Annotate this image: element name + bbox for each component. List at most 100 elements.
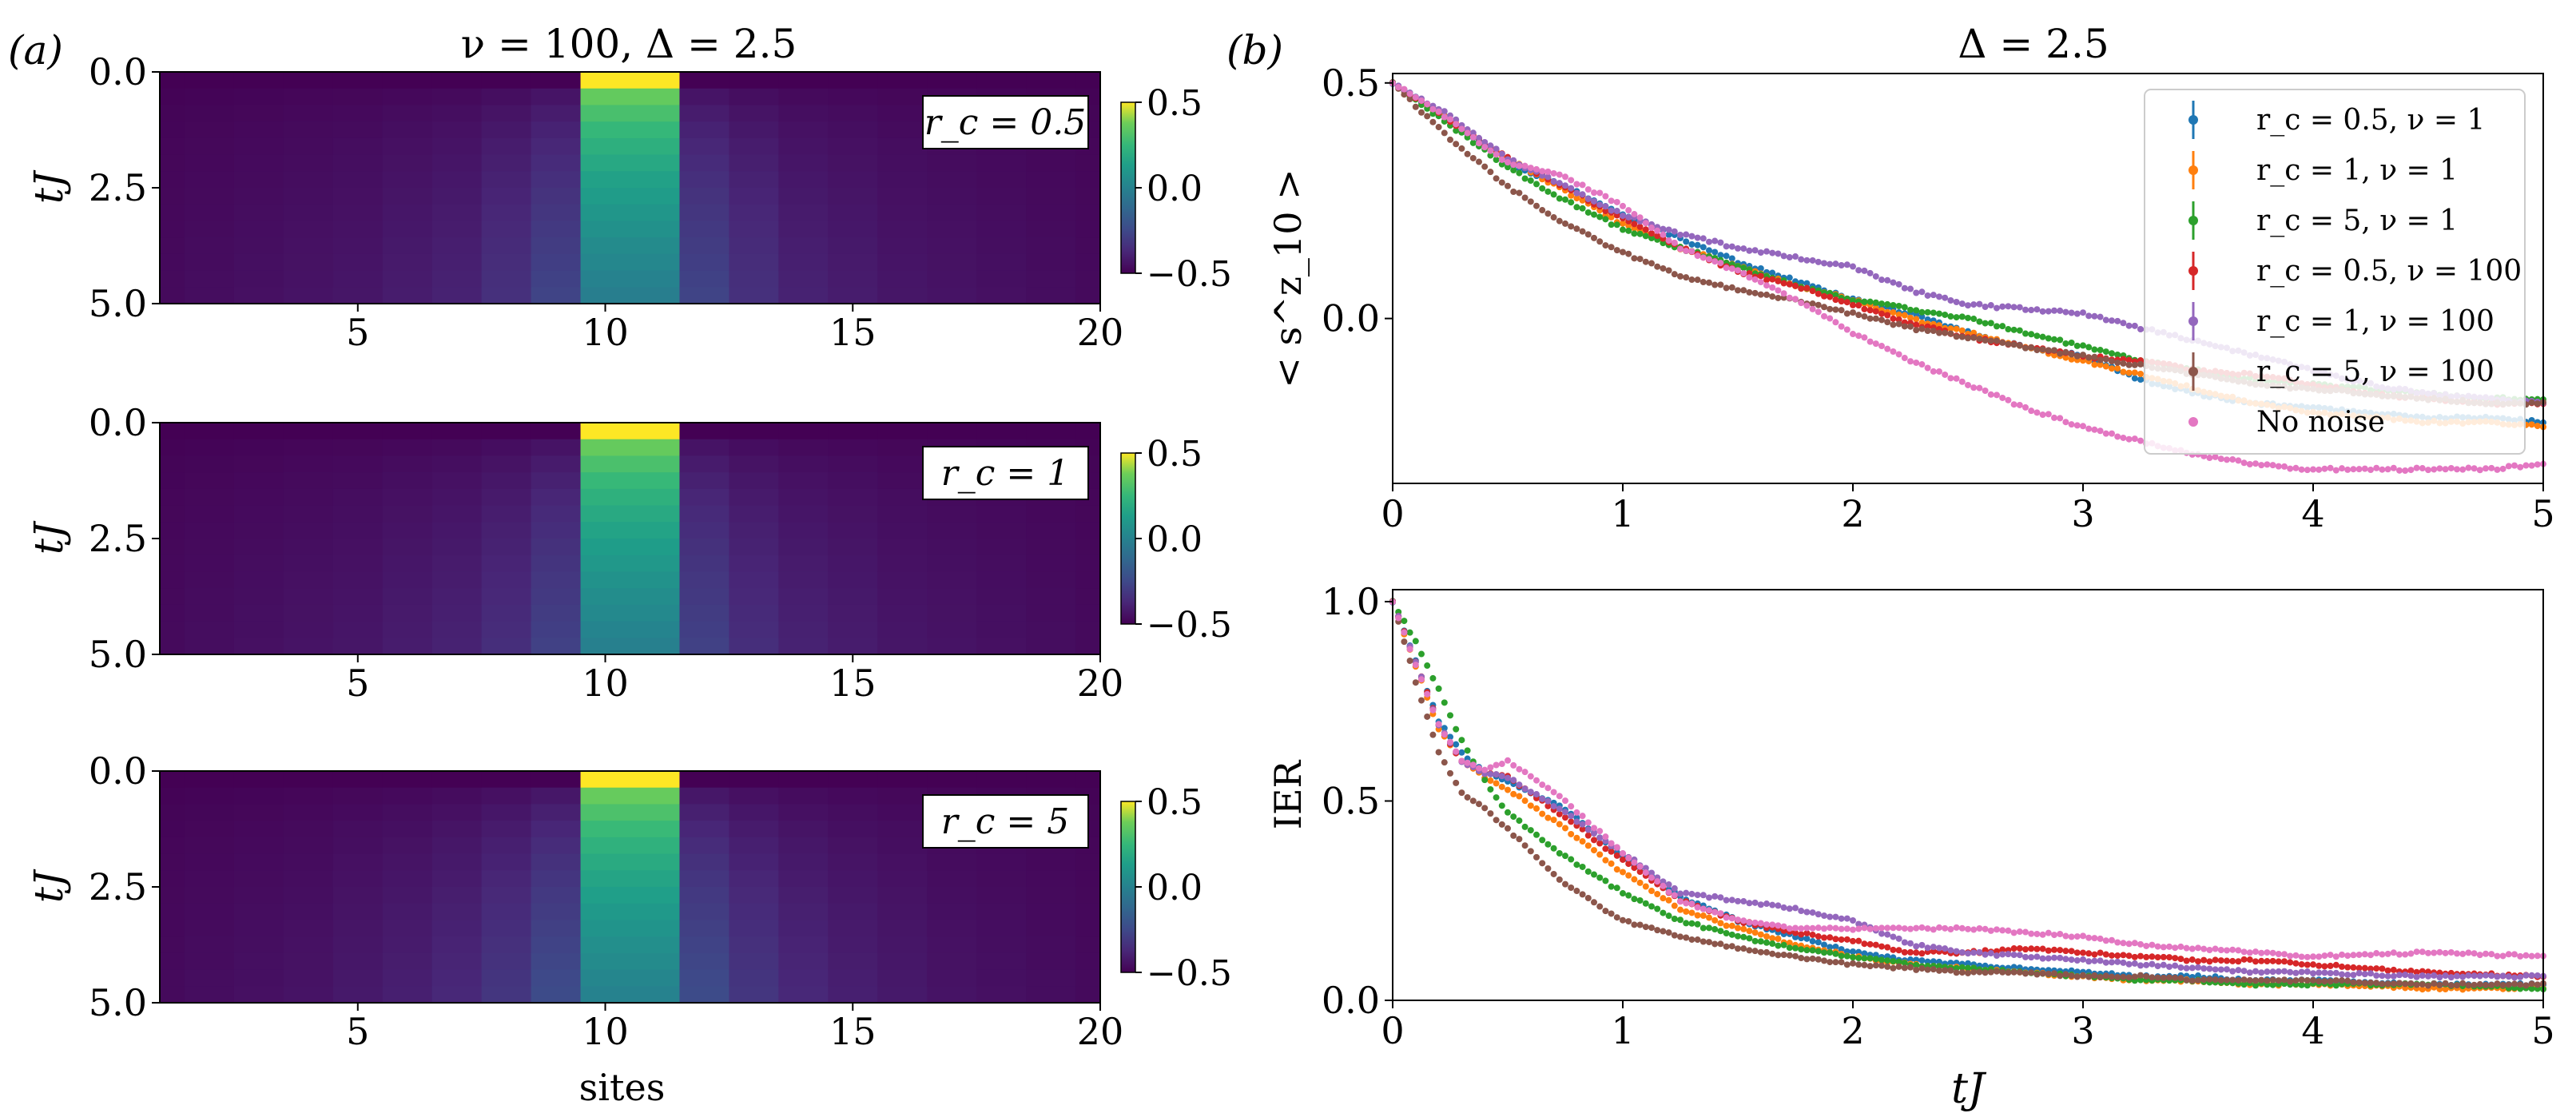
data-point — [1660, 264, 1667, 272]
data-point — [1579, 821, 1586, 828]
data-point — [1636, 921, 1644, 928]
heatmap-cell — [531, 439, 582, 457]
data-point — [1763, 921, 1770, 928]
x-tick-label: 20 — [1077, 1010, 1124, 1053]
heatmap-cell — [679, 105, 729, 122]
data-point — [1631, 876, 1638, 883]
data-point — [2327, 464, 2334, 471]
data-point — [2252, 460, 2259, 467]
data-point — [1746, 935, 1753, 942]
data-point — [1994, 323, 2000, 330]
data-point — [2091, 957, 2098, 964]
data-point — [2160, 944, 2167, 951]
data-point — [1809, 924, 1816, 932]
heatmap-cell — [283, 804, 334, 821]
data-point — [1648, 225, 1655, 232]
heatmap-cell — [976, 621, 1027, 638]
data-point — [2390, 966, 2397, 973]
data-point — [1556, 180, 1563, 187]
data-point — [2425, 467, 2431, 474]
heatmap-cell — [729, 787, 779, 805]
heatmap-cell — [877, 821, 928, 838]
data-point — [1642, 233, 1649, 240]
data-point — [2483, 950, 2489, 957]
data-point — [1890, 301, 1897, 308]
heatmap-cell — [630, 539, 681, 556]
x-tick-label: 5 — [346, 1010, 369, 1053]
legend-item: No noise — [2188, 406, 2385, 439]
data-point — [1429, 118, 1437, 125]
data-point — [1740, 925, 1747, 932]
heatmap-cell — [976, 920, 1027, 937]
heatmap-cell — [778, 505, 829, 523]
heatmap-cell — [481, 870, 532, 888]
data-point — [1711, 926, 1719, 933]
heatmap-column-site-9 — [531, 771, 582, 1004]
data-point — [1786, 952, 1793, 959]
data-point — [2131, 375, 2138, 382]
data-point — [1913, 961, 1920, 968]
colorbar — [1120, 801, 1136, 973]
heatmap-cell — [778, 952, 829, 971]
data-point — [2229, 946, 2236, 953]
heatmap-cell — [630, 986, 681, 1004]
data-point — [1665, 888, 1672, 896]
data-point — [1642, 258, 1649, 265]
heatmap-cell — [233, 472, 284, 490]
data-point — [1677, 890, 1684, 897]
heatmap-cell — [630, 137, 681, 156]
data-point — [2183, 976, 2190, 984]
data-point — [1568, 818, 1575, 825]
legend-label: r_c = 1, ν = 1 — [2256, 154, 2458, 187]
data-point — [1660, 895, 1667, 902]
data-point — [2033, 971, 2041, 978]
data-point — [1648, 869, 1655, 877]
data-point — [2269, 981, 2276, 988]
heatmap-cell — [233, 287, 284, 304]
data-point — [2022, 306, 2029, 313]
data-point — [2039, 931, 2046, 938]
data-point — [1464, 759, 1471, 766]
data-point — [2102, 951, 2109, 958]
data-point — [1942, 371, 1949, 378]
data-point — [2114, 351, 2121, 358]
data-point — [1970, 968, 1978, 976]
data-point — [1907, 940, 1914, 947]
heatmap-cell — [679, 903, 729, 921]
data-point — [1441, 108, 1448, 115]
x-tick-label: 10 — [582, 662, 629, 705]
data-point — [2384, 466, 2391, 473]
data-point — [2143, 942, 2150, 949]
heatmap-cell — [729, 121, 779, 139]
data-point — [1723, 264, 1730, 272]
heatmap-column-site-5 — [332, 423, 384, 655]
data-point — [2080, 342, 2086, 349]
data-point — [1539, 837, 1546, 844]
data-point — [1757, 920, 1764, 927]
data-point — [1832, 936, 1839, 943]
data-point — [2321, 952, 2328, 960]
heatmap-cell — [160, 870, 185, 888]
data-point — [1740, 933, 1747, 940]
data-point — [1568, 830, 1575, 837]
heatmap-cell — [927, 204, 977, 222]
heatmap-cell — [283, 188, 334, 205]
y-axis-label: IER — [1266, 759, 1310, 829]
data-point — [1775, 936, 1782, 943]
heatmap-cell — [160, 604, 185, 622]
heatmap-cell — [580, 488, 631, 507]
heatmap-cell — [877, 555, 928, 573]
data-point — [1648, 874, 1655, 881]
data-point — [1568, 813, 1575, 820]
heatmap-cell — [630, 204, 681, 222]
data-point — [2057, 930, 2064, 937]
data-point — [1458, 145, 1465, 152]
data-point — [2528, 952, 2535, 960]
heatmap-cell — [976, 588, 1027, 606]
data-point — [1792, 904, 1799, 912]
data-point — [1757, 931, 1764, 938]
heatmap-cell — [431, 853, 483, 871]
heatmap-cell — [160, 137, 185, 156]
heatmap-cell — [481, 105, 532, 122]
data-point — [1683, 238, 1690, 245]
